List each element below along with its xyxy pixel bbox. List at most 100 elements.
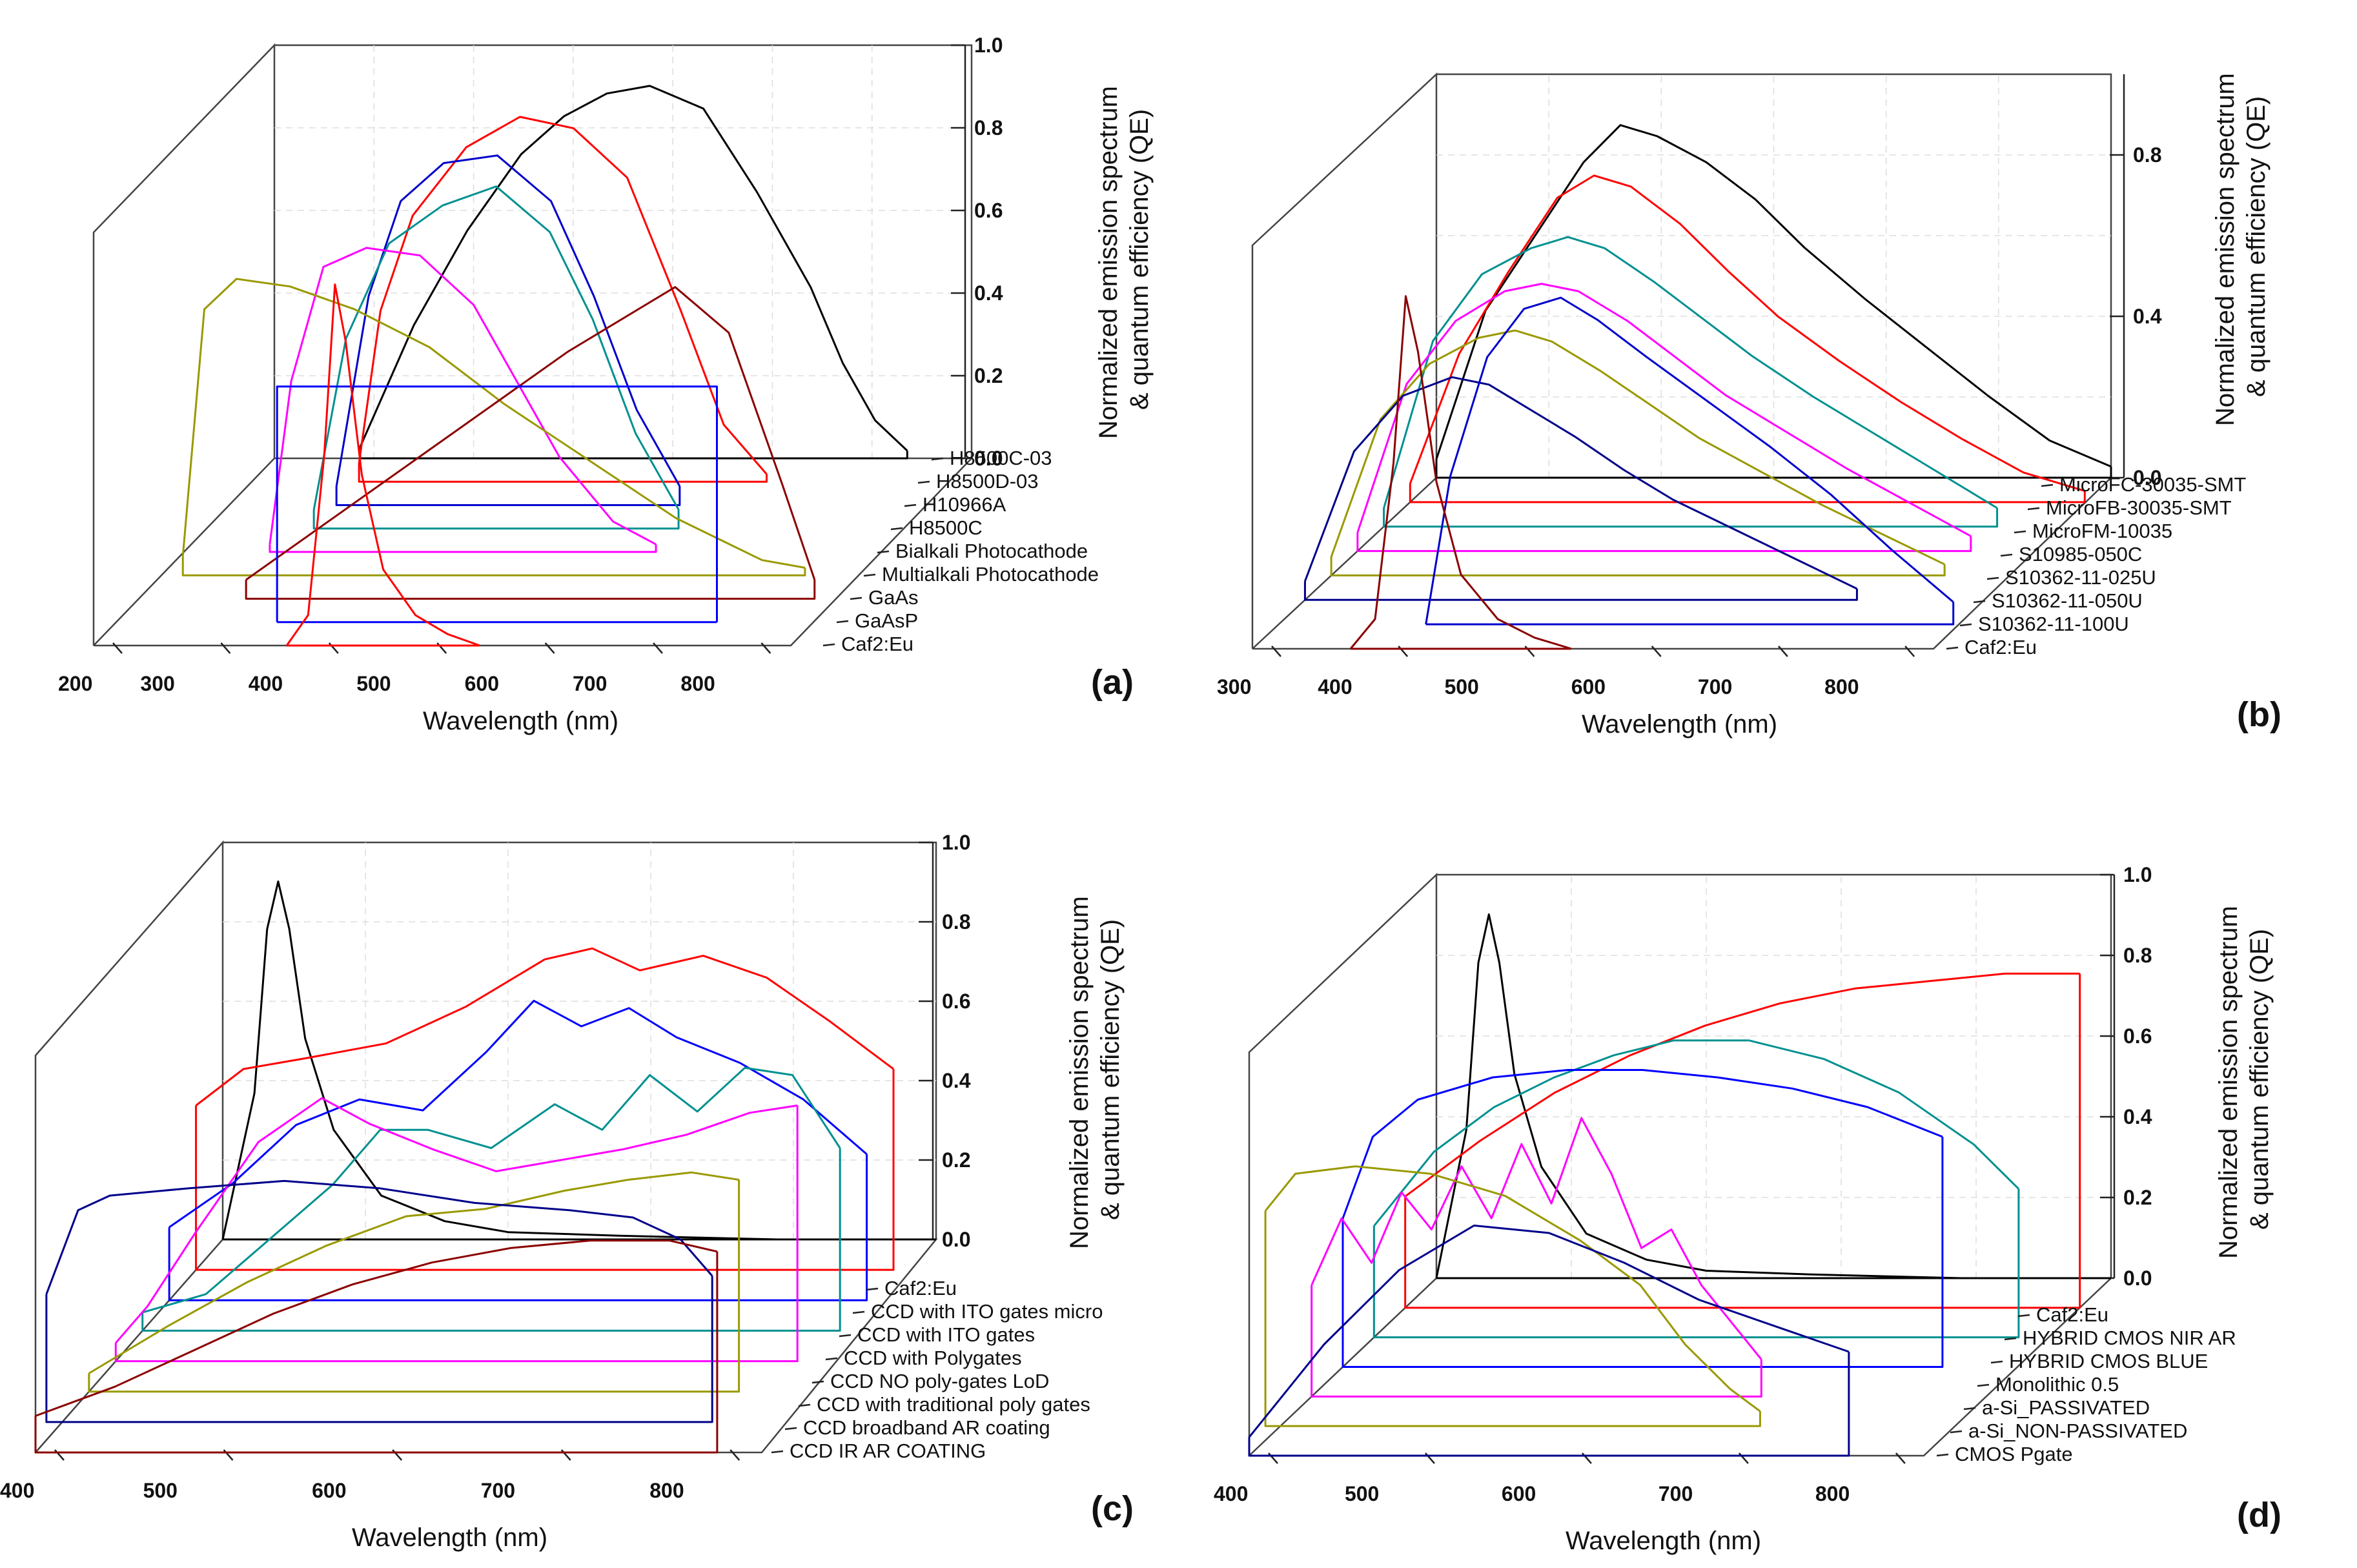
- series-baseline: [1264, 1210, 1761, 1427]
- series-baseline: [141, 1148, 841, 1332]
- chart-panel-b: 0.0 0.4 0.8 300 400 500 600 700 800 MicroFC-30035…: [1217, 72, 2281, 738]
- y-axis-label-line2: & quantum efficiency (QE): [1096, 919, 1125, 1220]
- legend-label: CCD NO poly-gates LoD: [830, 1370, 1049, 1392]
- chart-panel-d: 0.0 0.2 0.4 0.6 0.8 1.0 400 500 600 700 800 Caf2:Eu…: [1214, 863, 2281, 1555]
- y-tick-label: 1.0: [942, 831, 970, 854]
- x-axis-label: Wavelength (nm): [423, 707, 618, 735]
- series-line: [245, 286, 816, 581]
- legend-label: CCD IR AR COATING: [790, 1440, 986, 1462]
- legend-label: CCD broadband AR coating: [803, 1416, 1050, 1439]
- x-axis-label: Wavelength (nm): [1582, 710, 1777, 738]
- series-line: [115, 1097, 798, 1344]
- x-tick-mark: [1524, 646, 1535, 657]
- y-axis-label-line1: Normalized emission spectrum: [1094, 86, 1123, 439]
- legend-tick: [863, 573, 876, 577]
- legend-label: MicroFB-30035-SMT: [2046, 496, 2232, 519]
- series-baseline: [114, 1105, 799, 1363]
- series-line: [195, 947, 894, 1106]
- legend-label: S10362-11-100U: [1978, 613, 2129, 635]
- series-baseline: [335, 486, 681, 506]
- x-tick-label: 500: [143, 1479, 178, 1502]
- y-axis-label-line1: Normalized emission spectrum: [2211, 73, 2240, 426]
- x-tick-label: 400: [1318, 675, 1352, 698]
- left-wall-frame: [1251, 72, 1438, 649]
- x-tick-label: 500: [1444, 675, 1478, 698]
- y-axis-label: Normalized emission spectrum & quantum ef…: [2211, 73, 2270, 426]
- x-tick-mark: [1777, 646, 1788, 657]
- legend-tick: [836, 620, 849, 624]
- y-tick-label: 0.4: [2133, 305, 2162, 328]
- y-tick-label: 0.8: [942, 910, 970, 933]
- series-baseline: [34, 1251, 719, 1454]
- legend-tick: [822, 643, 835, 647]
- legend-tick: [917, 480, 930, 484]
- x-tick-label: 600: [1571, 675, 1606, 698]
- legend-label: H8500C-03: [950, 447, 1052, 469]
- legend-tick: [1977, 1383, 1990, 1387]
- legend-label: S10362-11-025U: [2005, 566, 2156, 589]
- x-tick-mark: [560, 1449, 571, 1461]
- y-tick-label: 0.6: [942, 990, 970, 1013]
- series-baseline: [245, 580, 816, 600]
- back-wall-frame: [1436, 73, 2112, 478]
- y-axis-label-line2: & quantum efficiency (QE): [2245, 929, 2274, 1230]
- legend-label: MicroFM-10035: [2032, 520, 2172, 542]
- series-line: [1435, 913, 2111, 1279]
- legend-label: S10362-11-050U: [1992, 589, 2143, 612]
- legend-tick: [839, 1334, 852, 1338]
- legend-label: H8500C: [909, 516, 983, 539]
- legend-tick: [852, 1310, 865, 1314]
- x-tick-mark: [1581, 1452, 1592, 1464]
- series-line: [285, 283, 480, 647]
- series-line: [359, 85, 908, 452]
- y-axis-label: Normalized emission spectrum & quantum ef…: [1065, 896, 1125, 1249]
- legend-tick: [784, 1427, 797, 1431]
- legend-label: CCD with ITO gates micro: [871, 1300, 1103, 1323]
- x-tick-mark: [544, 642, 555, 654]
- left-wall-frame: [92, 43, 276, 646]
- x-tick-label: 500: [1345, 1482, 1379, 1505]
- y-tick-label: 0.6: [2123, 1024, 2152, 1048]
- y-tick-label: 0.4: [974, 281, 1003, 305]
- series-line: [221, 881, 936, 1241]
- series-baseline: [1356, 532, 1972, 553]
- chart-panel-a: 0.0 0.2 0.4 0.6 0.8 1.0 200 300 400 500 600 700 800 H…: [58, 34, 1154, 735]
- legend-label: Caf2:Eu: [841, 633, 913, 655]
- y-axis-label: Normalized emission spectrum & quantum ef…: [2214, 906, 2274, 1259]
- x-tick-mark: [220, 642, 231, 654]
- legend-tick: [825, 1357, 838, 1361]
- series-baseline: [1383, 507, 1999, 528]
- legend-label: Caf2:Eu: [2036, 1303, 2108, 1326]
- panel-label: (b): [2237, 695, 2281, 734]
- back-wall-frame: [1436, 873, 2112, 1278]
- series-baseline: [358, 462, 768, 483]
- x-tick-mark: [392, 1449, 403, 1461]
- x-tick-mark: [436, 642, 447, 654]
- legend-label: Monolithic 0.5: [1995, 1373, 2119, 1396]
- legend-label: HYBRID CMOS NIR AR: [2023, 1327, 2236, 1349]
- series-line: [269, 247, 657, 545]
- series-line: [276, 385, 718, 622]
- x-tick-label: 300: [1217, 675, 1251, 698]
- legend-label: S10985-050C: [2019, 543, 2142, 565]
- x-tick-mark: [1904, 646, 1915, 657]
- x-tick-label: 400: [0, 1479, 34, 1502]
- x-tick-label: 700: [1658, 1482, 1693, 1505]
- x-axis-label: Wavelength (nm): [352, 1523, 547, 1552]
- y-tick-label: 0.0: [974, 447, 1003, 470]
- series-line: [1349, 295, 1572, 650]
- series-baseline: [312, 509, 680, 530]
- x-tick-mark: [328, 642, 339, 654]
- series-baseline: [1330, 556, 1946, 576]
- x-tick-mark: [223, 1449, 234, 1461]
- x-tick-label: 600: [465, 672, 499, 695]
- series-line: [1342, 1069, 1943, 1219]
- y-tick-label: 0.8: [2133, 143, 2161, 167]
- legend-tick: [2017, 1314, 2030, 1318]
- y-tick-label: 0.0: [2123, 1267, 2152, 1290]
- legend-tick: [811, 1380, 824, 1384]
- x-tick-label: 300: [140, 672, 174, 695]
- series-baseline: [1248, 1352, 1850, 1457]
- x-tick-label: 400: [249, 672, 283, 695]
